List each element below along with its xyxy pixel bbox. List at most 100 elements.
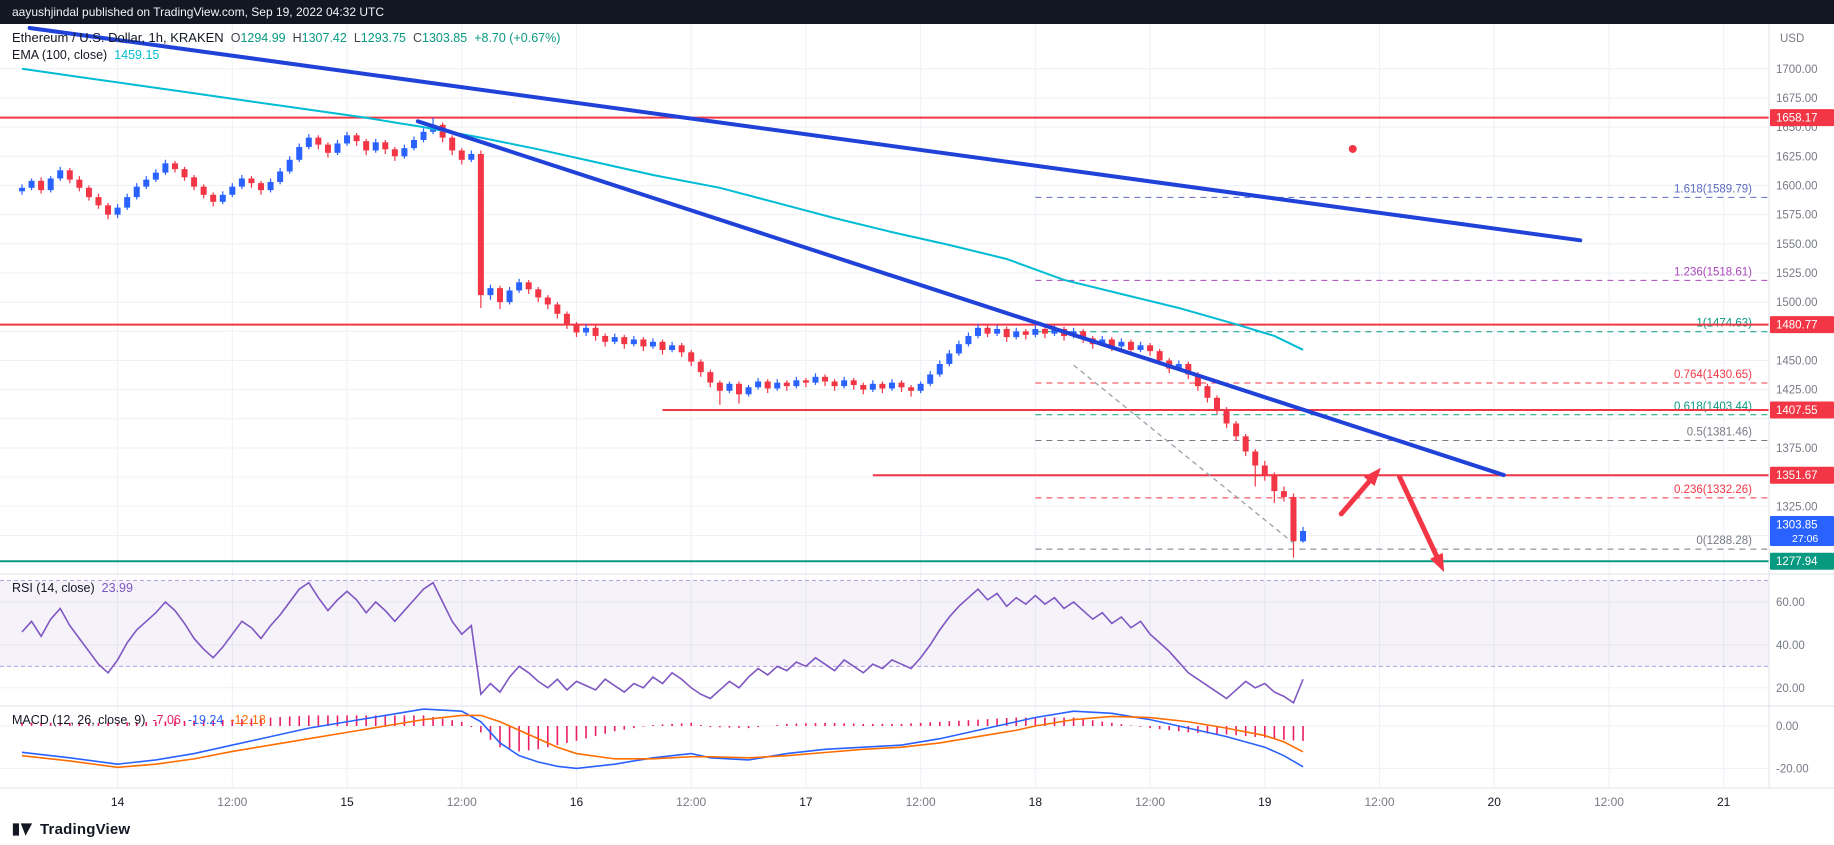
marker-dot xyxy=(1348,144,1357,153)
price-tick-label: 1700.00 xyxy=(1776,64,1818,76)
time-tick-label: 12:00 xyxy=(1594,795,1624,809)
price-chip-label: 1658.17 xyxy=(1776,113,1818,125)
ema-line xyxy=(21,67,1304,351)
price-chip-label: 1303.85 xyxy=(1776,519,1818,531)
macd-line-value: -19.24 xyxy=(187,713,224,727)
arrow-line xyxy=(1338,478,1372,517)
price-chip xyxy=(1770,466,1834,484)
macd-histogram-value: -7.06 xyxy=(152,713,181,727)
high-value: 1307.42 xyxy=(301,31,347,45)
ema-value: 1459.15 xyxy=(114,48,160,62)
close-value: 1303.85 xyxy=(422,31,468,45)
fib-level-label: 1.618(1589.79) xyxy=(1674,183,1752,195)
low-value: 1293.75 xyxy=(360,31,406,45)
fib-level-label: 0.764(1430.65) xyxy=(1674,369,1752,381)
price-chip-label: 1277.94 xyxy=(1776,556,1818,568)
rsi-indicator-label[interactable]: RSI (14, close) xyxy=(12,581,95,595)
price-axis[interactable]: USD1700.001675.001650.001625.001600.0015… xyxy=(1770,33,1834,775)
rsi-tick-label: 60.00 xyxy=(1776,597,1805,609)
change-value: +8.70 (+0.67%) xyxy=(474,31,561,45)
fib-level-label: 0.236(1332.26) xyxy=(1674,484,1752,496)
price-tick-label: 1675.00 xyxy=(1776,93,1818,105)
open-value: 1294.99 xyxy=(240,31,286,45)
time-tick-label: 12:00 xyxy=(676,795,706,809)
price-tick-label: 1450.00 xyxy=(1776,355,1818,367)
price-tick-label: 1525.00 xyxy=(1776,268,1818,280)
rsi-line xyxy=(21,581,1304,705)
candlestick-series xyxy=(19,117,1307,558)
time-tick-label: 12:00 xyxy=(447,795,477,809)
low-label: L xyxy=(353,31,361,45)
fib-level-label: 0.5(1381.46) xyxy=(1687,426,1752,438)
grid-lines xyxy=(0,24,1769,788)
main-legend: Ethereum / U.S. Dollar, 1h, KRAKEN O1294.… xyxy=(12,29,560,63)
fib-retracement-levels[interactable]: 1.618(1589.79)1.236(1518.61)1(1474.63)0.… xyxy=(1035,183,1769,550)
time-tick-label: 16 xyxy=(570,795,584,809)
macd-legend: MACD (12, 26, close, 9) -7.06 -19.24 -12.18 xyxy=(12,711,266,728)
rsi-tick-label: 40.00 xyxy=(1776,640,1805,652)
macd-indicator-label[interactable]: MACD (12, 26, close, 9) xyxy=(12,713,146,727)
price-chip xyxy=(1770,109,1834,127)
macd-signal-value: -12.18 xyxy=(230,713,266,727)
price-tick-label: 1575.00 xyxy=(1776,210,1818,222)
footer: TradingView xyxy=(12,819,130,840)
symbol-title[interactable]: Ethereum / U.S. Dollar, 1h, KRAKEN xyxy=(12,30,224,45)
close-label: C xyxy=(412,31,423,45)
arrow-head xyxy=(1363,467,1381,487)
attribution-bar: aayushjindal published on TradingView.co… xyxy=(0,0,1834,24)
time-tick-label: 12:00 xyxy=(906,795,936,809)
fib-level-label: 0(1288.28) xyxy=(1696,535,1752,547)
rsi-tick-label: 20.00 xyxy=(1776,683,1805,695)
arrow-line xyxy=(1397,474,1439,559)
price-tick-label: 1375.00 xyxy=(1776,443,1818,455)
time-tick-label: 21 xyxy=(1717,795,1731,809)
tradingview-logo-icon[interactable] xyxy=(12,819,33,840)
macd-tick-label: 0.00 xyxy=(1776,721,1798,733)
open-label: O xyxy=(230,31,241,45)
price-tick-label: 1600.00 xyxy=(1776,180,1818,192)
arrow-annotations[interactable] xyxy=(1338,467,1445,573)
time-tick-label: 12:00 xyxy=(1135,795,1165,809)
macd-series xyxy=(21,708,1304,770)
price-chip-label: 1407.55 xyxy=(1776,405,1818,417)
price-chip xyxy=(1770,552,1834,570)
price-chip-label: 1480.77 xyxy=(1776,320,1818,332)
fib-trend-dashed-line xyxy=(1073,364,1294,544)
price-tick-label: 1500.00 xyxy=(1776,297,1818,309)
horizontal-support-resistance-lines[interactable] xyxy=(0,116,1769,563)
macd-tick-label: -20.00 xyxy=(1776,763,1809,775)
fib-level-label: 1.236(1518.61) xyxy=(1674,266,1752,278)
price-tick-label: 1550.00 xyxy=(1776,239,1818,251)
price-chip xyxy=(1770,515,1834,546)
trendline xyxy=(27,25,1583,243)
price-chip-label: 1351.67 xyxy=(1776,470,1818,482)
tradingview-brand-text[interactable]: TradingView xyxy=(40,821,131,838)
trendline-drawings[interactable] xyxy=(27,25,1583,478)
price-tick-label: 1325.00 xyxy=(1776,501,1818,513)
price-tick-label: 1625.00 xyxy=(1776,151,1818,163)
rsi-legend: RSI (14, close) 23.99 xyxy=(12,579,133,596)
countdown-label: 27:06 xyxy=(1792,533,1818,545)
rsi-band xyxy=(0,580,1769,667)
time-tick-label: 19 xyxy=(1258,795,1272,809)
pane-separators xyxy=(0,24,1834,789)
rsi-value: 23.99 xyxy=(101,581,133,595)
price-chip xyxy=(1770,316,1834,334)
price-tick-label: 1425.00 xyxy=(1776,385,1818,397)
trendline xyxy=(415,119,1506,478)
price-chip xyxy=(1770,401,1834,419)
time-tick-label: 18 xyxy=(1029,795,1043,809)
arrow-head xyxy=(1430,552,1445,573)
time-tick-label: 17 xyxy=(799,795,813,809)
time-tick-label: 14 xyxy=(111,795,125,809)
time-tick-label: 20 xyxy=(1488,795,1502,809)
currency-label: USD xyxy=(1780,33,1804,45)
time-tick-label: 12:00 xyxy=(217,795,247,809)
time-axis[interactable]: 14 12:00 15 12:00 16 12:00 17 12:00 18 12:00 19 12:… xyxy=(111,795,1731,809)
attribution-text: aayushjindal published on TradingView.co… xyxy=(12,5,385,19)
high-label: H xyxy=(292,31,302,45)
ema-indicator-label[interactable]: EMA (100, close) xyxy=(12,48,108,62)
time-tick-label: 15 xyxy=(340,795,354,809)
